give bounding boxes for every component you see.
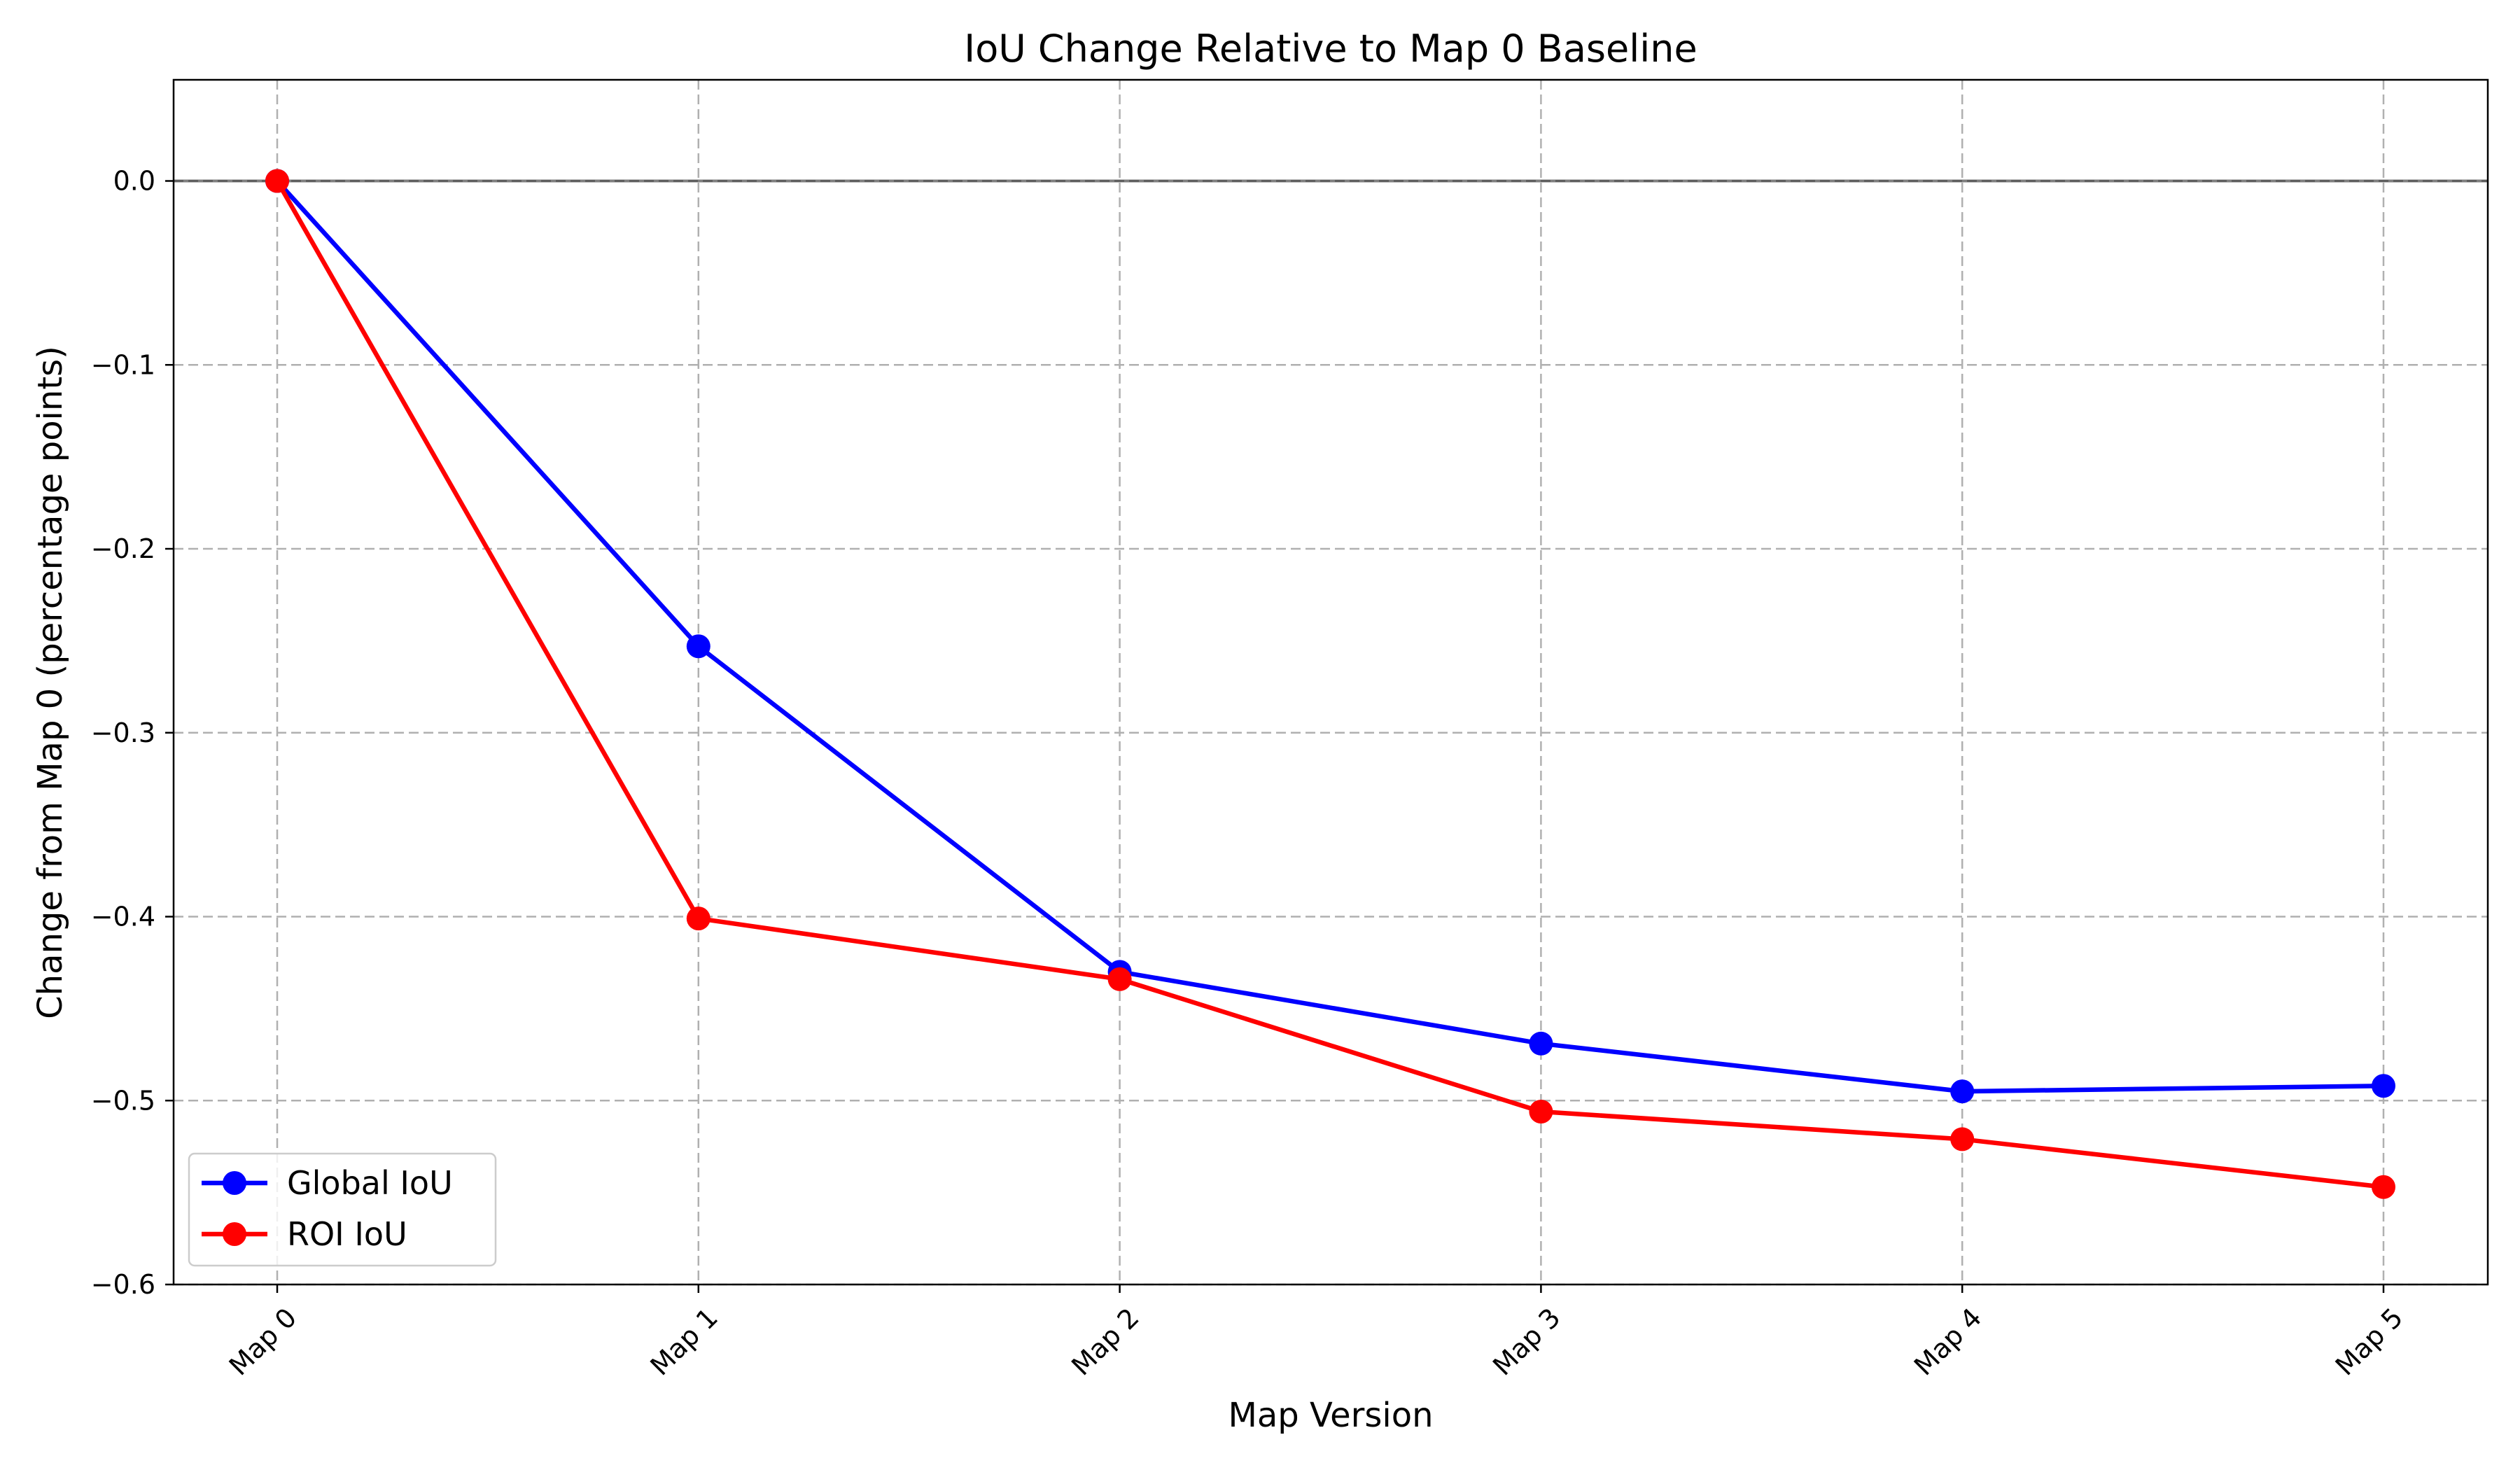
plot-frame bbox=[172, 78, 2489, 1286]
legend-point-marker bbox=[223, 1171, 246, 1195]
x-tick-label: Map 2 bbox=[1065, 1302, 1144, 1381]
data-point-global-iou bbox=[1529, 1031, 1553, 1056]
data-point-roi-iou bbox=[1529, 1100, 1553, 1124]
y-axis: 0.0 −0.1 −0.2 −0.3 −0.4 −0.5 −0.6 bbox=[91, 166, 174, 1300]
y-tick-label: 0.0 bbox=[113, 166, 155, 197]
data-point-roi-iou bbox=[1107, 967, 1132, 991]
legend: Global IoU ROI IoU bbox=[188, 1152, 497, 1267]
x-tick-label: Map 5 bbox=[2330, 1302, 2409, 1381]
x-tick-label: Map 3 bbox=[1487, 1302, 1566, 1381]
data-point-roi-iou bbox=[2372, 1175, 2395, 1199]
x-axis: Map 0 Map 1 Map 2 Map 3 Map 4 Map 5 bbox=[223, 1284, 2409, 1382]
legend-label: Global IoU bbox=[287, 1164, 453, 1202]
legend-label: ROI IoU bbox=[287, 1215, 407, 1253]
x-tick-label: Map 1 bbox=[645, 1302, 724, 1381]
legend-point-marker bbox=[223, 1222, 246, 1246]
y-tick-label: −0.6 bbox=[91, 1269, 155, 1300]
grid bbox=[174, 80, 2488, 1286]
y-axis-title: Change from Map 0 (percentage points) bbox=[31, 346, 70, 1019]
chart-title: IoU Change Relative to Map 0 Baseline bbox=[964, 27, 1697, 71]
y-tick-label: −0.2 bbox=[91, 533, 155, 564]
series-line-roi-iou bbox=[275, 179, 2384, 1189]
y-tick-label: −0.5 bbox=[91, 1085, 155, 1116]
x-axis-title: Map Version bbox=[1228, 1396, 1433, 1435]
data-point-global-iou bbox=[2372, 1074, 2395, 1098]
data-point-global-iou bbox=[1950, 1079, 1975, 1104]
data-point-global-iou bbox=[686, 634, 710, 659]
series-line-global-iou bbox=[275, 179, 2384, 1094]
data-point-roi-iou bbox=[686, 906, 710, 931]
x-tick-label: Map 4 bbox=[1908, 1302, 1987, 1381]
x-tick-label: Map 0 bbox=[223, 1302, 302, 1381]
y-tick-label: −0.4 bbox=[91, 902, 155, 932]
y-tick-label: −0.3 bbox=[91, 718, 155, 748]
data-point-roi-iou bbox=[1950, 1127, 1975, 1152]
y-tick-label: −0.1 bbox=[91, 349, 155, 380]
plot-series bbox=[265, 169, 2395, 1199]
data-point-roi-iou bbox=[265, 169, 289, 193]
